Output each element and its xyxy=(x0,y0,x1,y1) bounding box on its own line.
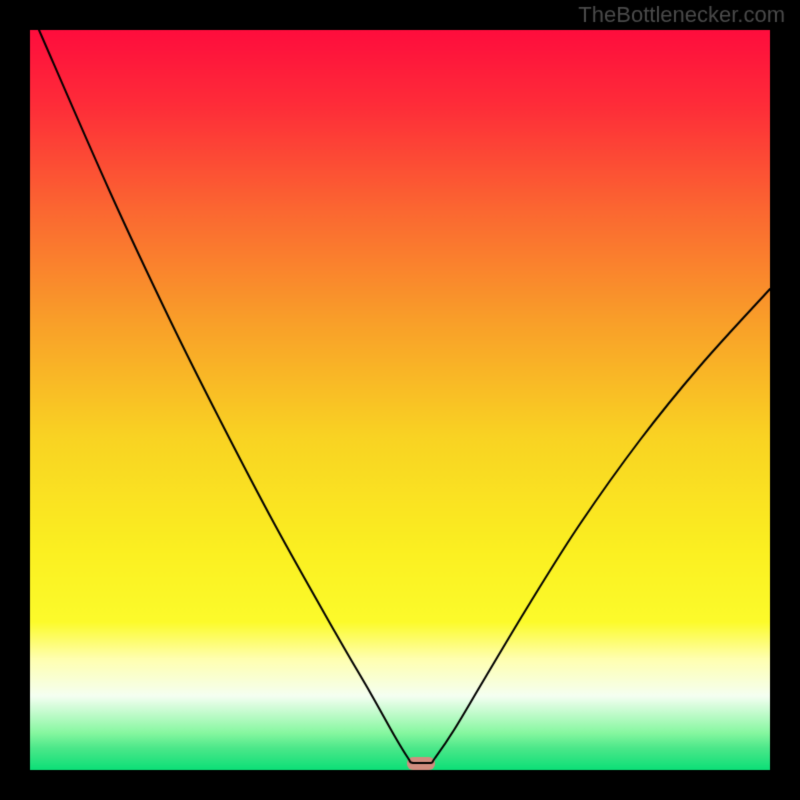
bottleneck-chart xyxy=(0,0,800,800)
